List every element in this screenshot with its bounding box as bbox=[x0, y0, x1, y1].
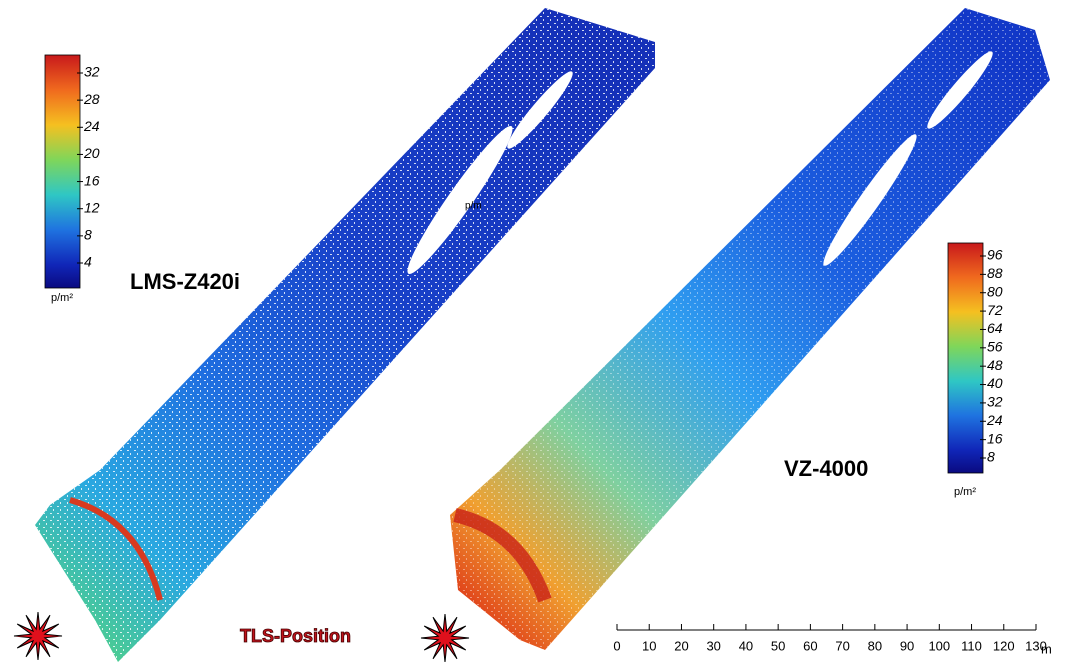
colorbar-tick-label: 96 bbox=[987, 247, 1003, 263]
scale-label: 80 bbox=[868, 638, 882, 653]
colorbar-tick-label: 24 bbox=[986, 412, 1003, 428]
colorbar-tick-label: 12 bbox=[84, 199, 100, 215]
panel-label: LMS-Z420i bbox=[130, 269, 240, 294]
colorbar-tick-label: 40 bbox=[987, 375, 1003, 391]
scale-label: 10 bbox=[642, 638, 656, 653]
scale-label: 130 bbox=[1025, 638, 1047, 653]
scale-label: 100 bbox=[928, 638, 950, 653]
colorbar-tick-label: 20 bbox=[83, 145, 100, 161]
colorbar-unit: p/m² bbox=[51, 292, 73, 304]
colorbar-unit: p/m² bbox=[954, 486, 976, 498]
colorbar-tick-label: 64 bbox=[987, 320, 1003, 336]
colorbar-tick-label: 16 bbox=[987, 430, 1003, 446]
point-cloud-left bbox=[35, 8, 655, 662]
scale-label: 0 bbox=[613, 638, 620, 653]
colorbar-tick-label: 16 bbox=[84, 172, 100, 188]
scale-unit: m bbox=[1041, 641, 1052, 656]
scale-label: 40 bbox=[739, 638, 753, 653]
scale-label: 60 bbox=[803, 638, 817, 653]
scale-label: 110 bbox=[961, 638, 982, 653]
colorbar-tick-label: 48 bbox=[987, 357, 1003, 373]
scale-label: 30 bbox=[706, 638, 720, 653]
colorbar-right bbox=[947, 242, 984, 474]
tls-label: TLS-Position bbox=[240, 626, 351, 646]
scale-label: 120 bbox=[993, 638, 1015, 653]
colorbar-tick-label: 72 bbox=[987, 302, 1003, 318]
scale-label: 70 bbox=[835, 638, 849, 653]
colorbar-tick-label: 88 bbox=[987, 265, 1003, 281]
point-cloud-right bbox=[450, 8, 1050, 650]
colorbar-tick-label: 32 bbox=[987, 394, 1003, 410]
colorbar-tick-label: 4 bbox=[84, 254, 92, 270]
colorbar-left bbox=[44, 54, 81, 289]
tls-marker bbox=[13, 611, 470, 663]
colorbar-tick-label: 24 bbox=[83, 118, 100, 134]
colorbar-tick-label: 56 bbox=[987, 339, 1003, 355]
colorbar-tick-label: 32 bbox=[84, 64, 100, 80]
scale-label: 20 bbox=[674, 638, 688, 653]
colorbar-tick-label: 8 bbox=[84, 227, 92, 243]
panel-label: VZ-4000 bbox=[784, 456, 868, 481]
colorbar-tick-label: 28 bbox=[83, 91, 100, 107]
colorbar-tick-label: 80 bbox=[987, 283, 1003, 299]
scale-label: 50 bbox=[771, 638, 785, 653]
colorbar-tick-label: 8 bbox=[987, 449, 995, 465]
center-label: p/m bbox=[465, 201, 482, 212]
scale-label: 90 bbox=[900, 638, 914, 653]
